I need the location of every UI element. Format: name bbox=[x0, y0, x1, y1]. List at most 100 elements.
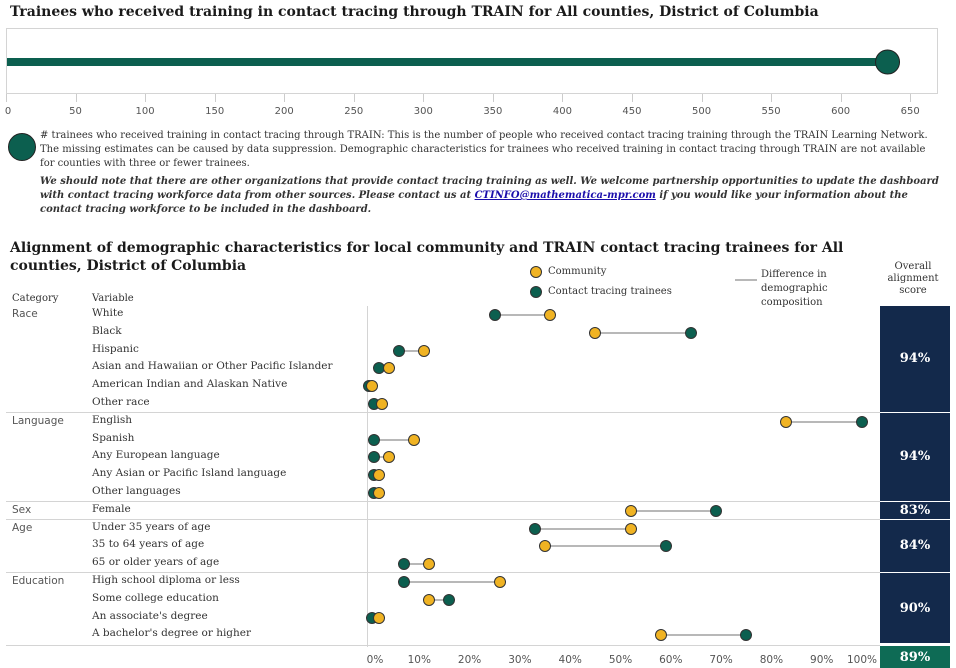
trainees-dot[interactable] bbox=[710, 504, 723, 517]
variable-label: Black bbox=[92, 324, 122, 337]
community-dot[interactable] bbox=[624, 522, 637, 535]
variable-label: High school diploma or less bbox=[92, 573, 240, 586]
top-axis-tick-mark bbox=[492, 94, 494, 102]
difference-line bbox=[429, 598, 450, 601]
top-axis-tick-mark bbox=[353, 94, 355, 102]
top-axis-tick-label: 450 bbox=[622, 106, 642, 117]
top-axis-tick-mark bbox=[145, 94, 147, 102]
difference-line bbox=[399, 349, 425, 352]
alignment-chart-title: Alignment of demographic characteristics… bbox=[10, 240, 844, 274]
trainees-dot[interactable] bbox=[398, 558, 411, 571]
category-label-education: Education bbox=[12, 575, 65, 587]
category-label-language: Language bbox=[12, 414, 64, 427]
variable-label: English bbox=[92, 413, 133, 426]
difference-line bbox=[404, 563, 430, 566]
difference-line bbox=[404, 580, 500, 583]
contact-email-link[interactable]: CTINFO@mathematica-mpr.com bbox=[474, 190, 656, 201]
difference-line bbox=[786, 420, 862, 423]
top-axis-tick-mark bbox=[771, 94, 773, 102]
community-dot[interactable] bbox=[383, 451, 396, 464]
variable-label: 35 to 64 years of age bbox=[92, 538, 205, 551]
trainees-legend-dot-small bbox=[530, 286, 542, 298]
top-bar-chart bbox=[7, 49, 901, 75]
top-axis-tick-mark bbox=[631, 94, 633, 102]
community-dot[interactable] bbox=[654, 629, 667, 642]
x-axis-tick-label: 20% bbox=[457, 654, 482, 666]
trainees-dot[interactable] bbox=[684, 326, 697, 339]
alignment-score-race: 94% bbox=[880, 306, 950, 412]
community-dot[interactable] bbox=[780, 415, 793, 428]
trainees-dot[interactable] bbox=[398, 575, 411, 588]
trainees-dot[interactable] bbox=[528, 522, 541, 535]
variable-label: American Indian and Alaskan Native bbox=[92, 378, 288, 391]
community-dot[interactable] bbox=[373, 486, 386, 499]
partnership-note-text-end: if you would like your information about… bbox=[40, 190, 908, 215]
alignment-score-sex: 83% bbox=[880, 501, 950, 519]
trainees-dot[interactable] bbox=[443, 593, 456, 606]
trainees-bar-end-dot[interactable] bbox=[875, 49, 901, 75]
community-dot[interactable] bbox=[365, 380, 378, 393]
difference-line bbox=[534, 527, 631, 530]
trainees-dot[interactable] bbox=[368, 433, 381, 446]
x-axis-tick-label: 70% bbox=[709, 654, 733, 666]
difference-line bbox=[374, 456, 390, 459]
variable-label: White bbox=[92, 306, 124, 319]
community-dot[interactable] bbox=[375, 397, 388, 410]
top-axis-tick-label: 300 bbox=[413, 106, 433, 117]
trainees-dot[interactable] bbox=[393, 344, 406, 357]
x-axis-tick-label: 10% bbox=[407, 654, 431, 666]
community-dot[interactable] bbox=[589, 326, 602, 339]
top-chart-title: Trainees who received training in contac… bbox=[10, 4, 819, 20]
top-axis-tick-mark bbox=[6, 94, 7, 102]
alignment-score-education: 90% bbox=[880, 573, 950, 644]
overall-score: 89% bbox=[880, 646, 950, 668]
definition-note: # trainees who received training in cont… bbox=[40, 130, 928, 169]
community-dot[interactable] bbox=[373, 611, 386, 624]
x-axis-tick-label: 100% bbox=[846, 654, 878, 666]
difference-line bbox=[660, 634, 747, 637]
community-dot[interactable] bbox=[418, 344, 431, 357]
top-axis-tick-label: 650 bbox=[900, 106, 920, 117]
difference-legend-line bbox=[735, 279, 757, 281]
top-axis-tick-mark bbox=[284, 94, 286, 102]
variable-label: 65 or older years of age bbox=[92, 556, 220, 569]
difference-line bbox=[595, 331, 691, 334]
trainees-legend-dot bbox=[8, 133, 36, 161]
partnership-note-text: We should note that there are other orga… bbox=[40, 176, 939, 201]
top-axis-tick-mark bbox=[423, 94, 425, 102]
community-dot[interactable] bbox=[408, 433, 421, 446]
group-separator bbox=[6, 500, 880, 502]
variable-label: Female bbox=[92, 502, 131, 515]
community-legend-label: Community bbox=[548, 266, 607, 277]
variable-label: A bachelor's degree or higher bbox=[92, 627, 252, 640]
top-axis-tick-mark bbox=[701, 94, 703, 102]
community-dot[interactable] bbox=[544, 308, 557, 321]
category-label-sex: Sex bbox=[12, 503, 32, 516]
variable-label: Other languages bbox=[92, 484, 181, 497]
trainees-dot[interactable] bbox=[368, 451, 381, 464]
x-axis-tick-label: 80% bbox=[759, 654, 784, 666]
x-axis-tick-label: 50% bbox=[608, 654, 633, 666]
group-separator bbox=[6, 572, 880, 573]
variable-label: Under 35 years of age bbox=[92, 520, 211, 533]
community-dot[interactable] bbox=[539, 540, 552, 553]
trainees-dot[interactable] bbox=[740, 629, 753, 642]
community-dot[interactable] bbox=[383, 362, 396, 375]
variable-header: Variable bbox=[92, 293, 134, 304]
trainees-dot[interactable] bbox=[659, 540, 672, 553]
difference-line bbox=[374, 438, 415, 441]
community-dot[interactable] bbox=[624, 504, 637, 517]
top-axis-tick-mark bbox=[214, 94, 216, 102]
trainees-dot[interactable] bbox=[855, 415, 868, 428]
variable-label: Some college education bbox=[92, 591, 219, 604]
trainees-legend-label: Contact tracing trainees bbox=[548, 286, 672, 297]
score-column-header: Overall alignment score bbox=[887, 261, 939, 296]
x-axis-tick-label: 40% bbox=[558, 654, 582, 666]
variable-label: Any European language bbox=[92, 449, 220, 462]
community-dot[interactable] bbox=[423, 558, 436, 571]
community-dot[interactable] bbox=[493, 575, 506, 588]
top-axis-tick-label: 600 bbox=[831, 106, 851, 117]
trainees-dot[interactable] bbox=[488, 308, 501, 321]
community-dot[interactable] bbox=[423, 593, 436, 606]
community-dot[interactable] bbox=[373, 469, 386, 482]
